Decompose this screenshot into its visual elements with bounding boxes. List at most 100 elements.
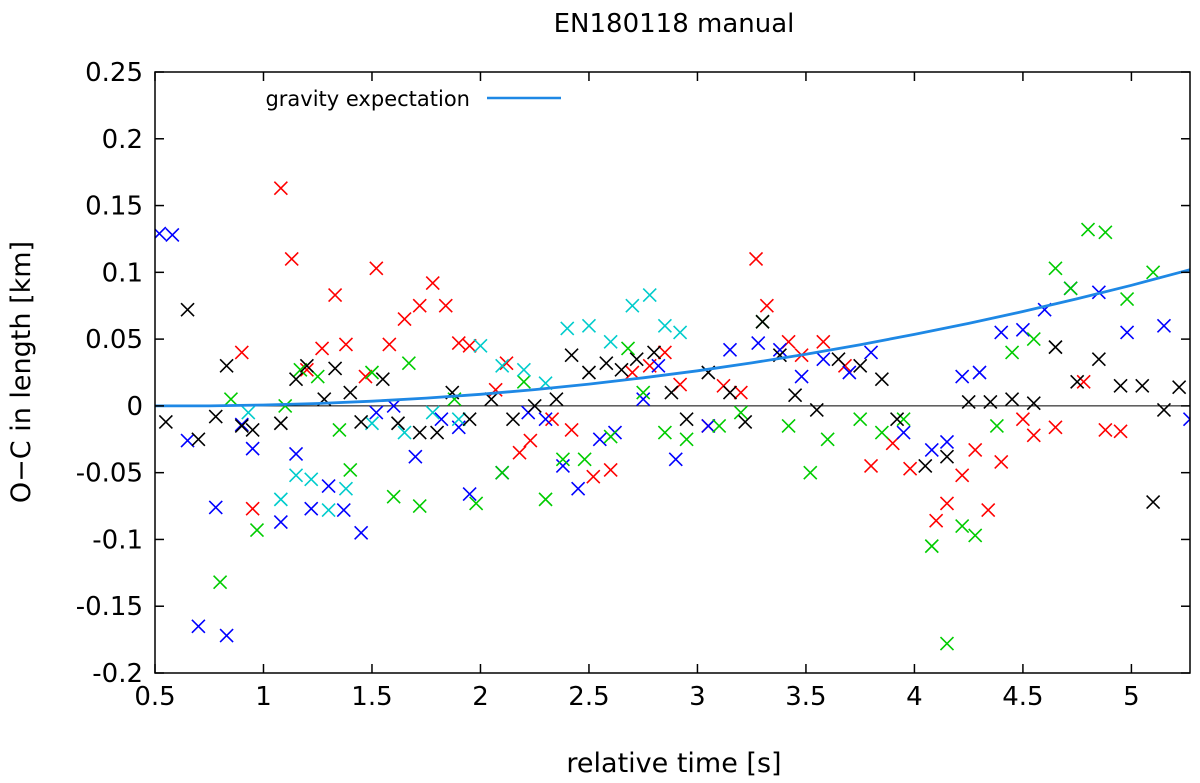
data-point	[180, 302, 195, 317]
data-point	[733, 385, 748, 400]
data-point	[874, 372, 889, 387]
x-axis-label: relative time [s]	[566, 748, 781, 779]
data-point	[245, 422, 260, 437]
data-point	[564, 348, 579, 363]
gravity-curve	[155, 268, 1190, 408]
data-point	[968, 528, 983, 543]
data-point	[614, 362, 629, 377]
data-point	[555, 458, 570, 474]
data-point	[451, 412, 466, 427]
data-point	[328, 361, 343, 376]
series-blue	[155, 226, 1190, 643]
data-point	[1182, 412, 1190, 427]
data-point	[284, 251, 299, 267]
series-black	[158, 302, 1187, 510]
data-point	[989, 418, 1004, 433]
data-point	[738, 414, 753, 429]
x-tick-label: 3	[689, 682, 706, 712]
data-point	[358, 369, 373, 384]
data-point	[924, 442, 939, 458]
data-point	[564, 422, 579, 437]
data-point	[1172, 380, 1187, 395]
data-point	[516, 374, 531, 389]
data-point	[1063, 281, 1078, 296]
data-point	[1120, 325, 1135, 340]
data-point	[430, 425, 445, 440]
data-point	[321, 502, 336, 518]
data-point	[939, 496, 955, 511]
data-point	[651, 358, 666, 373]
data-point	[788, 388, 803, 403]
data-point	[929, 513, 944, 528]
data-point	[369, 405, 384, 420]
x-tick-label: 0.5	[134, 682, 175, 712]
data-point	[213, 575, 228, 590]
data-point	[338, 481, 354, 496]
data-point	[668, 452, 683, 467]
y-tick-label: 0.2	[102, 125, 143, 155]
data-point	[425, 405, 440, 420]
data-point	[527, 398, 542, 413]
data-point	[809, 402, 824, 417]
data-point	[896, 412, 911, 427]
data-point	[273, 181, 288, 196]
data-point	[903, 461, 918, 476]
y-tick-label: 0	[126, 392, 143, 422]
data-point	[249, 523, 265, 538]
data-point	[397, 312, 412, 327]
y-tick-label: -0.1	[92, 525, 143, 555]
data-point	[412, 498, 427, 514]
data-point	[581, 318, 597, 333]
data-point	[781, 418, 796, 433]
data-point	[831, 352, 846, 367]
data-point	[1015, 322, 1030, 337]
data-point	[1015, 412, 1030, 427]
data-point	[794, 369, 809, 384]
chart-title: EN180118 manual	[554, 9, 795, 39]
data-point	[1135, 378, 1150, 393]
data-point	[1113, 378, 1128, 393]
data-point	[1026, 332, 1041, 347]
data-point	[273, 492, 288, 507]
data-point	[1026, 428, 1041, 443]
data-point	[918, 458, 933, 474]
data-point	[955, 468, 970, 483]
data-point	[1120, 291, 1135, 307]
data-point	[382, 337, 397, 352]
data-point	[642, 287, 657, 303]
data-point	[219, 358, 234, 373]
plot-frame	[154, 71, 1191, 674]
data-point	[1156, 318, 1172, 333]
data-point	[673, 325, 688, 340]
data-point	[354, 525, 369, 540]
data-point	[955, 519, 970, 534]
data-point	[863, 345, 879, 360]
x-tick-label: 1.5	[351, 682, 392, 712]
data-point	[408, 449, 423, 464]
data-point	[863, 458, 879, 474]
x-tick-label: 2	[472, 682, 489, 712]
data-point	[336, 502, 351, 518]
data-point	[803, 465, 818, 480]
data-point	[343, 385, 358, 400]
data-point	[315, 341, 330, 356]
data-point	[620, 341, 636, 356]
data-point	[625, 365, 640, 380]
data-point	[657, 345, 672, 360]
data-point	[603, 462, 618, 478]
data-point	[278, 398, 293, 413]
data-point	[853, 358, 868, 373]
data-point	[401, 356, 416, 371]
data-point	[328, 287, 343, 303]
data-point	[462, 486, 477, 502]
data-point	[495, 465, 510, 480]
data-point	[241, 405, 256, 420]
plot-area	[155, 181, 1190, 651]
data-point	[625, 298, 640, 313]
data-point	[338, 337, 354, 352]
data-point	[273, 416, 288, 431]
data-point	[1026, 396, 1041, 411]
x-tick-label: 1	[255, 682, 272, 712]
data-point	[816, 352, 831, 367]
